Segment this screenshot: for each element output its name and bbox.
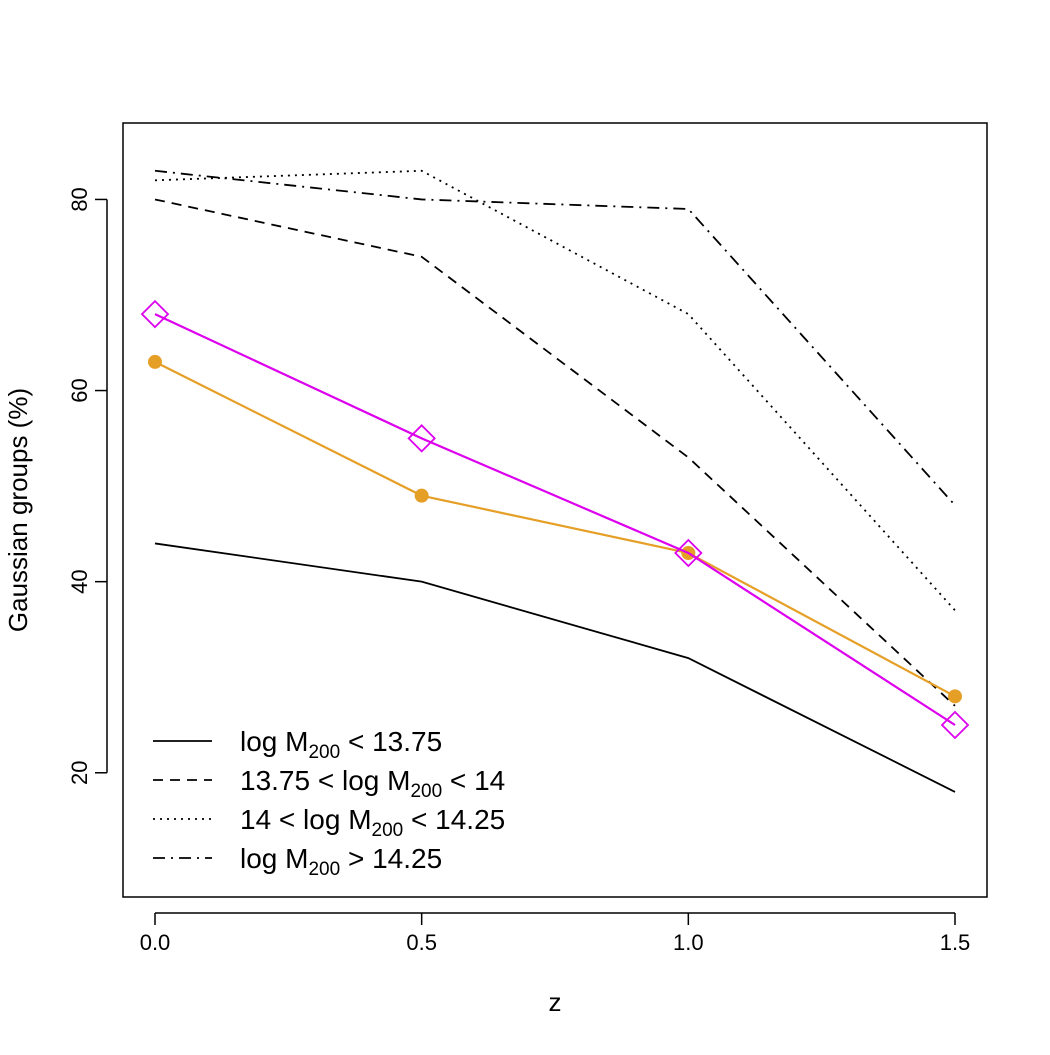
x-tick-label: 0.5 (406, 930, 437, 955)
legend-item: log M200 < 13.75 (153, 726, 442, 763)
legend-item: 13.75 < log M200 < 14 (153, 765, 505, 802)
y-axis-title: Gaussian groups (%) (3, 388, 33, 632)
series-layer (140, 169, 970, 793)
data-point (948, 689, 962, 704)
legend-label: 13.75 < log M200 < 14 (240, 765, 505, 802)
axes-layer: 0.0 0.5 1.0 1.5 20 40 60 80 (67, 187, 970, 955)
series-4 (154, 169, 956, 506)
data-point (407, 424, 436, 453)
x-tick-label: 0.0 (140, 930, 171, 955)
data-point (940, 710, 970, 740)
series-2 (154, 198, 956, 707)
series-line (154, 542, 956, 793)
x-tick-label: 1.0 (673, 930, 704, 955)
series-line (154, 360, 956, 698)
legend-label: 14 < log M200 < 14.25 (240, 804, 505, 841)
data-point (414, 488, 429, 503)
series-line (154, 313, 956, 726)
x-axis-title: z (549, 987, 562, 1017)
series-line (154, 169, 956, 506)
series-1 (154, 542, 956, 793)
series-6 (140, 299, 970, 740)
series-line (154, 169, 956, 611)
series-line (154, 198, 956, 707)
y-tick-label: 80 (67, 187, 92, 211)
y-tick-label: 60 (67, 378, 92, 402)
legend-label: log M200 < 13.75 (240, 726, 442, 763)
y-tick-label: 20 (67, 761, 92, 785)
x-tick-label: 1.5 (940, 930, 971, 955)
series-3 (154, 169, 956, 611)
legend-item: log M200 > 14.25 (153, 843, 442, 880)
legend-item: 14 < log M200 < 14.25 (153, 804, 505, 841)
y-tick-label: 40 (67, 569, 92, 593)
legend-label: log M200 > 14.25 (240, 843, 442, 880)
data-point (674, 538, 703, 568)
data-point (148, 354, 162, 369)
plot-frame (122, 122, 988, 898)
data-point (140, 299, 170, 329)
